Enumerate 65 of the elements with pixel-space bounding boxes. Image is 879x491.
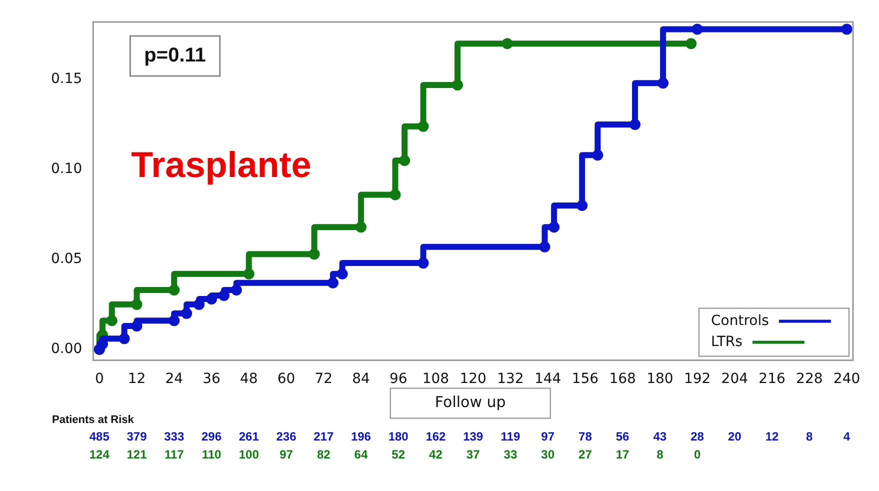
point <box>548 222 560 233</box>
text: 124 121 117 110 100 97 82 64 52 42 37 33 30 27 17 8 0 <box>89 448 701 462</box>
x-tick-label: 24 <box>165 371 184 388</box>
x-tick-label: 120 <box>460 371 486 388</box>
y-tick-label: 0.05 <box>51 251 82 268</box>
x-axis-title: Follow up <box>434 393 506 412</box>
x-tick-label: 156 <box>572 371 599 388</box>
point <box>692 24 703 35</box>
x-tick-label: 108 <box>422 371 450 388</box>
point <box>97 338 108 350</box>
x-tick-label: 12 <box>128 371 146 388</box>
point <box>576 200 588 211</box>
text: Trasplante <box>131 144 312 185</box>
x-tick-label: 228 <box>796 371 823 388</box>
x-tick-label: 36 <box>202 371 220 388</box>
point <box>841 24 852 35</box>
point <box>452 79 464 90</box>
point <box>418 258 429 269</box>
x-tick-label: 132 <box>497 371 524 388</box>
point <box>539 241 550 252</box>
y-tick-label: 0.15 <box>51 71 82 88</box>
point <box>168 284 180 296</box>
point <box>118 333 130 344</box>
point <box>502 38 513 50</box>
y-tick-label: 0.00 <box>51 341 82 358</box>
x-tick-label: 180 <box>646 371 674 388</box>
point <box>308 248 320 260</box>
point <box>106 315 118 326</box>
point <box>181 308 192 319</box>
point <box>418 120 429 132</box>
point <box>658 78 669 89</box>
x-tick-label: 216 <box>758 371 786 388</box>
point <box>686 38 697 50</box>
x-tick-label: 48 <box>240 371 258 388</box>
y-tick-label: 0.10 <box>51 161 82 178</box>
legend-label: Controls <box>711 312 769 329</box>
x-tick-label: 192 <box>684 371 711 388</box>
point <box>592 150 604 161</box>
x-tick-label: 204 <box>721 371 748 388</box>
text: 485 379 333 296 261 236 217 196 180 162 139 119 97 78 56 43 28 20 12 8 4 <box>89 430 850 444</box>
point <box>230 284 242 296</box>
legend-label: LTRs <box>711 334 742 350</box>
point <box>243 268 254 280</box>
point <box>336 268 348 280</box>
x-tick-label: 84 <box>352 371 370 388</box>
point <box>206 294 218 305</box>
annotation: p=0.11 <box>144 44 206 67</box>
point <box>218 290 230 301</box>
point <box>168 315 180 326</box>
text: Patients at Risk <box>52 414 135 426</box>
x-tick-label: 0 <box>94 371 104 388</box>
point <box>327 277 338 288</box>
point <box>630 119 641 130</box>
x-tick-label: 72 <box>314 371 333 388</box>
x-tick-label: 96 <box>389 371 408 388</box>
point <box>131 320 142 332</box>
point <box>390 189 401 200</box>
x-tick-label: 240 <box>833 371 860 388</box>
x-tick-label: 144 <box>534 371 562 388</box>
point <box>399 155 410 166</box>
x-tick-label: 60 <box>277 371 296 388</box>
point <box>355 222 366 233</box>
point <box>131 298 142 310</box>
point <box>194 298 205 310</box>
x-tick-label: 168 <box>609 371 636 388</box>
